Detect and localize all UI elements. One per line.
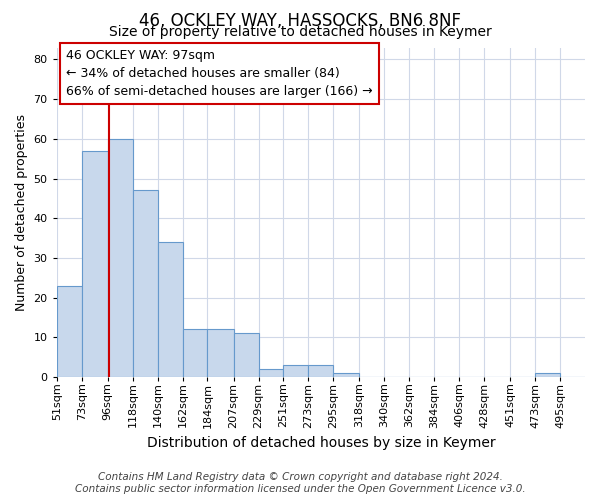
Bar <box>57 286 82 377</box>
Bar <box>208 330 233 377</box>
Bar <box>158 242 182 377</box>
Text: Size of property relative to detached houses in Keymer: Size of property relative to detached ho… <box>109 25 491 39</box>
X-axis label: Distribution of detached houses by size in Keymer: Distribution of detached houses by size … <box>146 436 495 450</box>
Bar <box>259 369 283 377</box>
Y-axis label: Number of detached properties: Number of detached properties <box>15 114 28 310</box>
Text: 46 OCKLEY WAY: 97sqm
← 34% of detached houses are smaller (84)
66% of semi-detac: 46 OCKLEY WAY: 97sqm ← 34% of detached h… <box>66 49 373 98</box>
Bar <box>133 190 158 377</box>
Text: 46, OCKLEY WAY, HASSOCKS, BN6 8NF: 46, OCKLEY WAY, HASSOCKS, BN6 8NF <box>139 12 461 30</box>
Text: Contains HM Land Registry data © Crown copyright and database right 2024.
Contai: Contains HM Land Registry data © Crown c… <box>74 472 526 494</box>
Bar <box>82 150 108 377</box>
Bar <box>308 365 334 377</box>
Bar <box>283 365 308 377</box>
Bar <box>182 330 208 377</box>
Bar <box>535 373 560 377</box>
Bar <box>233 334 259 377</box>
Bar <box>108 139 133 377</box>
Bar <box>334 373 359 377</box>
